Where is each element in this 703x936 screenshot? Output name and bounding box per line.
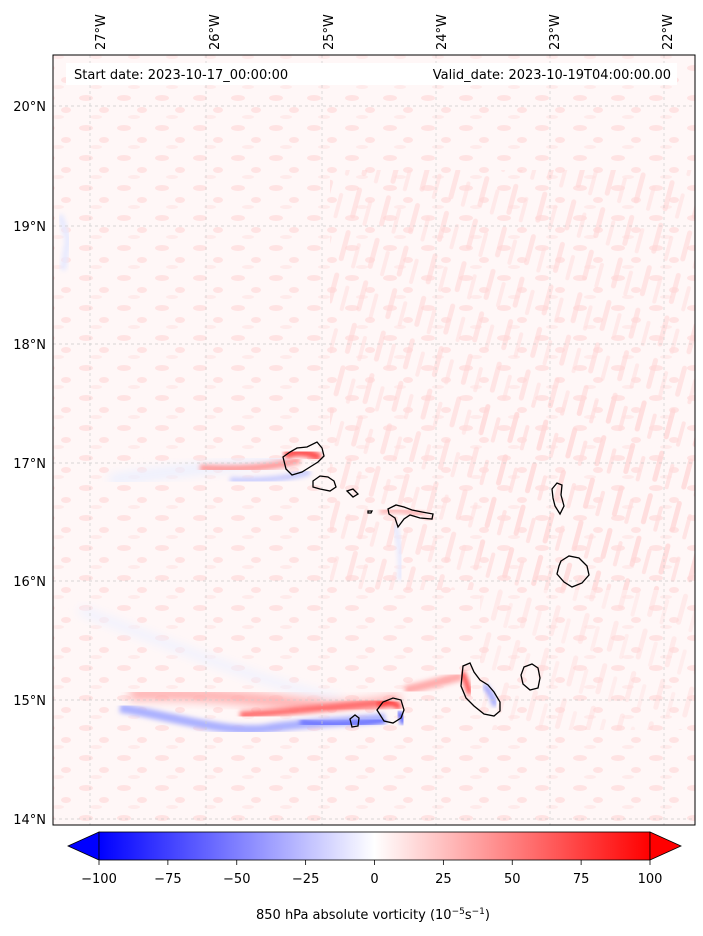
colorbar-extend-high <box>649 831 682 861</box>
colorbar: −100 −75 −50 −25 0 25 50 75 100 850 hPa absolute… <box>67 831 682 923</box>
island-sao-nicolau <box>387 504 434 529</box>
lat-label-19n: 19°N <box>13 220 46 235</box>
colorbar-tick-label: −100 <box>81 872 117 887</box>
lon-label-24w: 24°W <box>435 14 450 50</box>
island-fogo <box>376 697 405 724</box>
colorbar-label: 850 hPa absolute vorticity (10−5s−1) <box>256 907 490 923</box>
island-maio <box>520 663 541 691</box>
lon-label-27w: 27°W <box>94 14 109 50</box>
lon-label-23w: 23°W <box>548 14 563 50</box>
header-box <box>66 63 677 85</box>
island-santo-antao <box>282 441 325 476</box>
island-sal <box>551 482 565 516</box>
colorbar-tick-label: 0 <box>370 872 378 887</box>
lat-label-17n: 17°N <box>13 457 46 472</box>
lon-label-26w: 26°W <box>208 14 223 50</box>
colorbar-tick-label: −50 <box>223 872 250 887</box>
colorbar-ticks: −100 −75 −50 −25 0 25 50 75 100 <box>81 860 662 887</box>
colorbar-gradient <box>98 831 651 861</box>
colorbar-tick-label: 25 <box>435 872 452 887</box>
colorbar-tick-label: −25 <box>292 872 319 887</box>
valid-date-label: Valid_date: 2023-10-19T04:00:00.00 <box>433 68 671 83</box>
colorbar-tick-label: 50 <box>504 872 521 887</box>
lon-label-25w: 25°W <box>322 14 337 50</box>
latitude-labels: 20°N 19°N 18°N 17°N 16°N 15°N 14°N <box>13 100 46 828</box>
longitude-labels: 27°W 26°W 25°W 24°W 23°W 22°W <box>94 14 676 50</box>
north-positive-band <box>199 456 301 473</box>
colorbar-extend-low <box>67 831 100 861</box>
lat-label-18n: 18°N <box>13 338 46 353</box>
map-frame <box>52 54 696 826</box>
island-boa-vista <box>556 555 590 588</box>
colorbar-tick-label: 100 <box>638 872 663 887</box>
gridlines <box>53 55 695 825</box>
colorbar-tick-label: 75 <box>573 872 590 887</box>
island-brava <box>349 714 360 728</box>
fogo-positive-plume <box>404 671 464 695</box>
lat-label-15n: 15°N <box>13 694 46 709</box>
island-branco <box>367 510 374 514</box>
lon-label-22w: 22°W <box>661 14 676 50</box>
start-date-label: Start date: 2023-10-17_00:00:00 <box>74 68 288 83</box>
island-santiago <box>460 662 501 717</box>
coastlines <box>282 441 590 728</box>
colorbar-tick-label: −75 <box>154 872 181 887</box>
lat-label-14n: 14°N <box>13 813 46 828</box>
vorticity-field <box>53 55 695 825</box>
island-sao-vicente <box>312 475 337 492</box>
island-santa-luzia <box>345 488 360 498</box>
lat-label-20n: 20°N <box>13 100 46 115</box>
lat-label-16n: 16°N <box>13 575 46 590</box>
